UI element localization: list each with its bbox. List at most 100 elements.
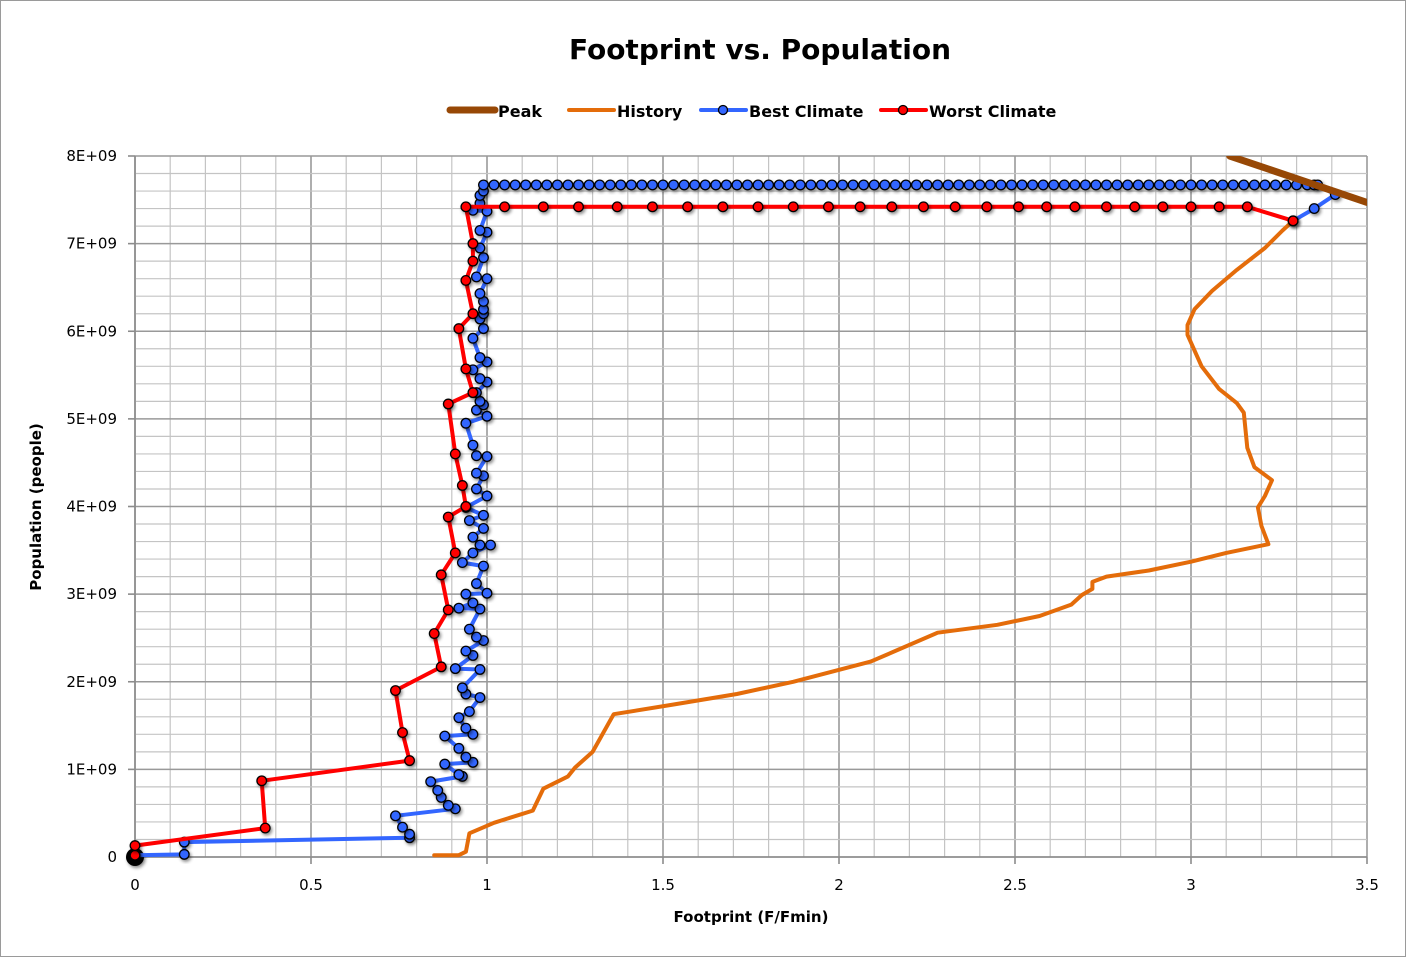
data-point [1238,179,1250,191]
data-point [974,179,986,191]
data-point [910,179,922,191]
data-point [425,776,437,788]
data-point [481,273,493,285]
data-point [1048,179,1060,191]
data-point [636,179,648,191]
data-point [470,483,482,495]
data-point [942,179,954,191]
data-point [1259,179,1271,191]
data-point [460,722,472,734]
data-point [611,201,623,213]
data-point [463,706,475,717]
data-point [1101,201,1112,213]
y-tick-label: 7E+09 [66,235,117,253]
data-point [478,323,489,335]
data-point [478,179,489,191]
data-point [488,179,500,191]
chart-title: Footprint vs. Population [569,33,951,66]
data-point [752,179,764,191]
data-point [1143,179,1155,191]
data-point [689,179,701,191]
grid [134,155,1368,858]
y-tick-label: 8E+09 [66,147,117,165]
data-point [822,201,834,213]
data-point [478,252,489,264]
data-point [858,179,870,191]
data-point [551,179,563,191]
data-point [720,179,732,191]
data-point [449,547,461,559]
data-point [428,628,440,640]
data-point [794,179,806,191]
data-point [474,692,486,703]
data-point [1090,179,1102,191]
legend-item-peak: Peak [446,102,542,121]
y-tick-label: 4E+09 [66,498,117,516]
data-point [752,201,764,213]
legend-label: Worst Climate [929,102,1057,121]
data-point [826,179,838,191]
data-point [481,490,493,502]
data-point [815,179,827,191]
y-tick-label: 3E+09 [66,585,117,603]
data-point [879,179,891,191]
y-axis-label: Population (people) [27,423,45,590]
data-point [646,179,658,191]
data-point [478,522,489,534]
data-point [478,560,489,572]
data-point [453,769,465,781]
data-point [763,179,775,191]
data-point [404,755,416,767]
x-axis-label: Footprint (F/Fmin) [674,908,829,926]
data-point [474,373,486,385]
data-point [1016,179,1028,191]
data-point [129,849,141,861]
data-point [467,728,479,740]
data-point [467,547,479,559]
data-point [594,179,606,191]
data-point [847,179,859,191]
data-point [453,323,465,335]
data-point [467,308,479,320]
data-point [481,587,493,599]
data-point [453,602,465,614]
data-point [442,398,454,410]
x-tick-label: 1.5 [651,876,675,894]
data-point [1079,179,1091,191]
data-point [731,179,743,191]
data-point [984,179,996,191]
data-point [1174,179,1186,191]
data-point [467,439,479,451]
legend-marker-icon [717,104,729,116]
data-point [1069,179,1081,191]
data-point [573,201,584,213]
data-point [1157,201,1169,213]
data-point [1129,201,1141,213]
data-point [530,179,542,191]
data-point [1227,179,1239,191]
data-point [404,828,416,840]
data-point [868,179,880,191]
data-point [742,179,753,191]
data-point [470,467,482,479]
data-point [583,179,595,191]
data-point [717,201,729,213]
data-point [470,271,482,283]
series-line-peak [1226,156,1367,206]
data-point [397,821,408,833]
data-point [1213,201,1225,213]
legend-label: History [617,102,683,121]
data-point [1196,179,1208,191]
data-point [1101,179,1112,191]
data-point [1069,201,1081,213]
data-point [390,685,401,696]
data-point [470,578,482,590]
data-point [520,179,532,191]
data-point [995,179,1007,191]
data-point [178,848,190,860]
x-tick-label: 0 [130,876,140,894]
data-point [562,179,574,191]
data-point [949,201,961,213]
data-point [1132,179,1144,191]
